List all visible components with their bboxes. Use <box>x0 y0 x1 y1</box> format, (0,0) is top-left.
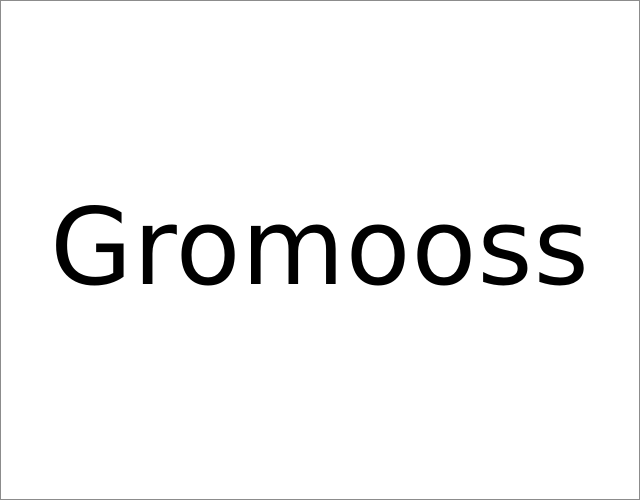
logo-wordmark: Gromooss <box>50 186 590 309</box>
